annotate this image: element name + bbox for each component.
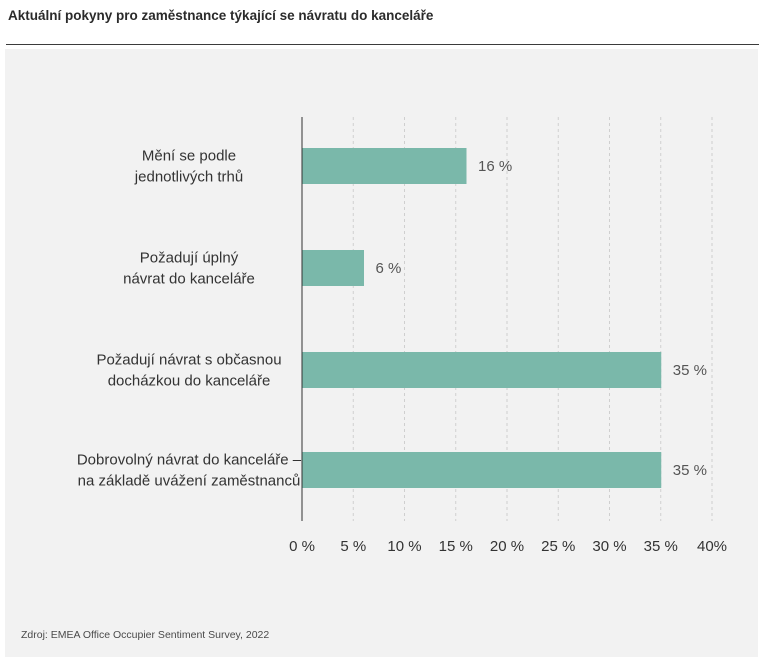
x-tick-label: 15 % — [439, 538, 473, 555]
bar — [302, 148, 467, 184]
title-divider — [6, 44, 759, 45]
bar-value-label: 6 % — [376, 260, 402, 277]
bar — [302, 352, 662, 388]
category-label: Požadují úplný návrat do kanceláře — [123, 250, 255, 288]
chart-title: Aktuální pokyny pro zaměstnance týkající… — [8, 8, 434, 23]
x-tick-label: 10 % — [387, 538, 421, 555]
bar — [302, 250, 364, 286]
category-label-line: Dobrovolný návrat do kanceláře – — [77, 452, 302, 469]
x-tick-label: 25 % — [541, 538, 575, 555]
category-label-line: na základě uvážení zaměstnanců — [78, 473, 301, 490]
bar-value-label: 35 % — [673, 462, 707, 479]
category-label-line: jednotlivých trhů — [134, 169, 243, 186]
x-tick-label: 40% — [697, 538, 727, 555]
category-label: Mění se podle jednotlivých trhů — [134, 148, 243, 186]
x-tick-label: 30 % — [592, 538, 626, 555]
bar-value-label: 35 % — [673, 362, 707, 379]
category-label-line: návrat do kanceláře — [123, 271, 255, 288]
category-label-line: docházkou do kanceláře — [108, 373, 271, 390]
category-label-line: Požadují úplný — [140, 250, 239, 267]
x-tick-label: 0 % — [289, 538, 315, 555]
category-label-line: Požadují návrat s občasnou — [96, 352, 281, 369]
category-label: Požadují návrat s občasnou docházkou do k… — [96, 352, 281, 390]
source-note: Zdroj: EMEA Office Occupier Sentiment Su… — [21, 629, 270, 641]
bar-value-label: 16 % — [478, 158, 512, 175]
bar — [302, 452, 662, 488]
category-label-line: Mění se podle — [142, 148, 236, 165]
x-tick-label: 20 % — [490, 538, 524, 555]
x-tick-label: 5 % — [340, 538, 366, 555]
category-label: Dobrovolný návrat do kanceláře – na zákla… — [77, 452, 302, 490]
x-tick-label: 35 % — [644, 538, 678, 555]
